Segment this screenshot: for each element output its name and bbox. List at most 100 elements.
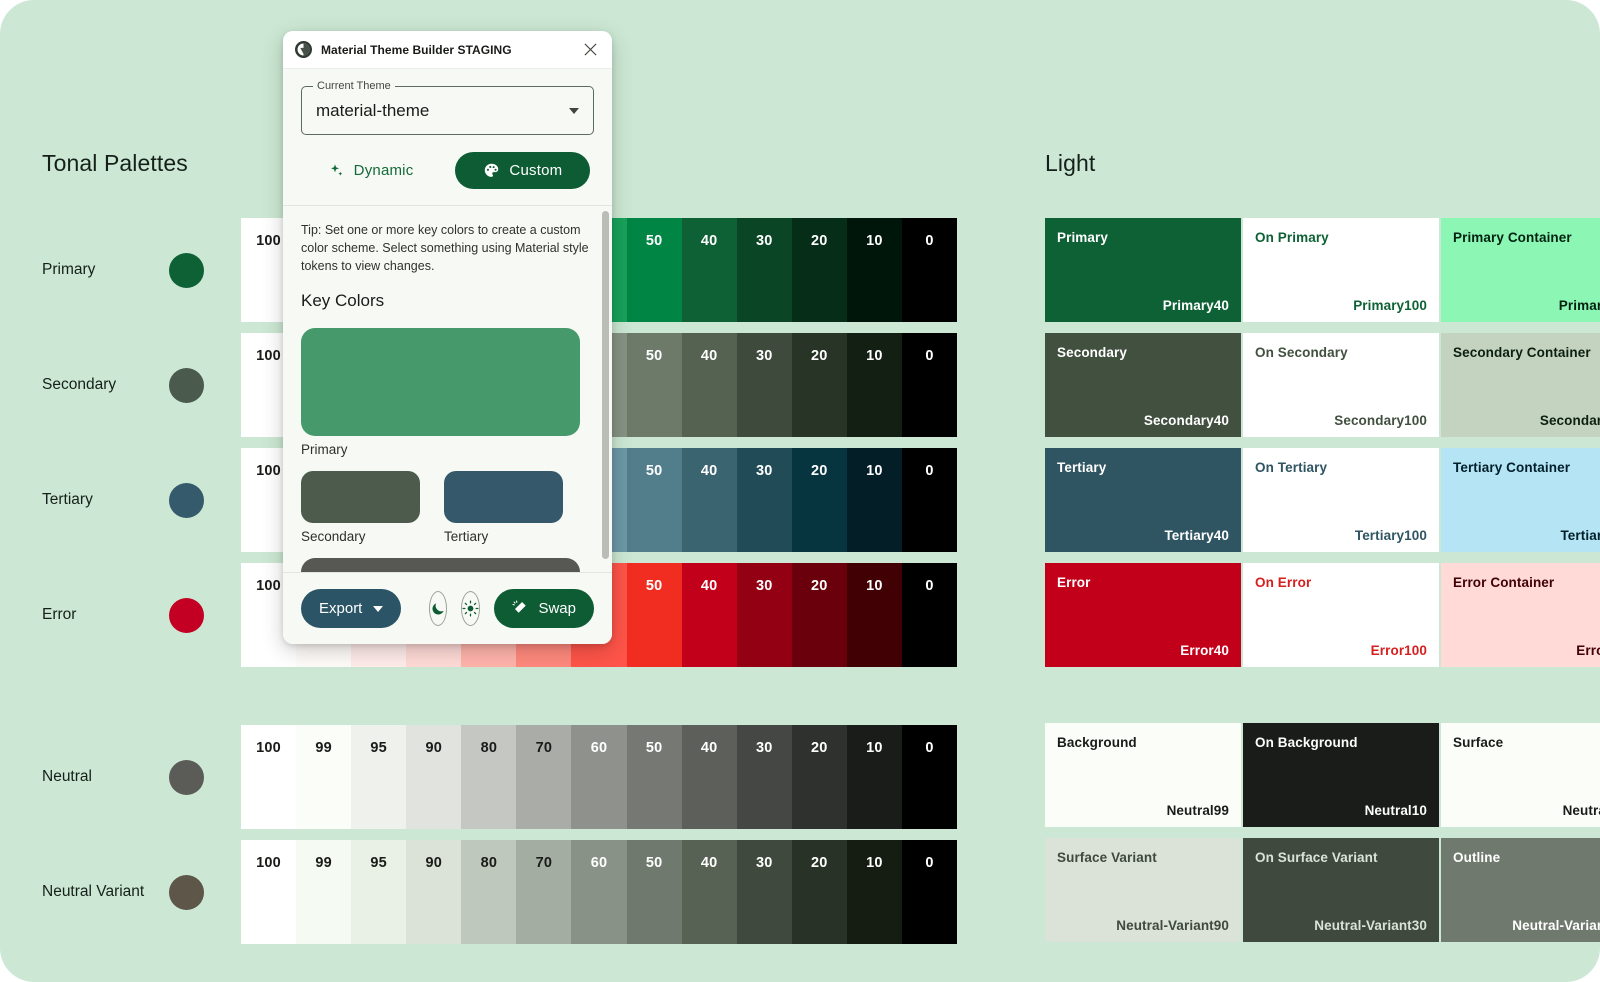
scheme-swatch[interactable]: Surface Neutral99 [1441, 723, 1600, 827]
scheme-swatch[interactable]: Outline Neutral-Variant50 [1441, 838, 1600, 942]
light-mode-button[interactable] [461, 591, 481, 626]
tone-value-label: 0 [925, 233, 934, 249]
tone-swatch[interactable]: 30 [736, 333, 792, 437]
scheme-swatch[interactable]: Secondary Secondary40 [1045, 333, 1241, 437]
tone-swatch[interactable]: 10 [846, 448, 902, 552]
current-theme-select[interactable]: Current Theme material-theme [301, 80, 594, 135]
tone-swatch[interactable]: 50 [626, 840, 682, 944]
tone-swatch[interactable]: 70 [516, 840, 572, 944]
tonal-row-color-dot[interactable] [169, 597, 204, 633]
tone-value-label: 10 [866, 463, 883, 479]
key-color-secondary-group: Secondary [301, 471, 420, 558]
tone-swatch[interactable]: 0 [901, 333, 957, 437]
tone-swatch[interactable]: 30 [736, 563, 792, 667]
close-icon[interactable] [579, 39, 601, 61]
scheme-swatch[interactable]: On Error Error100 [1243, 563, 1439, 667]
tone-swatch[interactable]: 99 [296, 840, 352, 944]
tone-swatch[interactable]: 30 [736, 840, 792, 944]
dialog-scrollbar[interactable] [602, 211, 609, 559]
tone-swatch[interactable]: 0 [901, 563, 957, 667]
tone-swatch[interactable]: 10 [846, 563, 902, 667]
tone-swatch[interactable]: 40 [681, 218, 737, 322]
scheme-swatch[interactable]: On Primary Primary100 [1243, 218, 1439, 322]
tone-swatch[interactable]: 40 [681, 725, 737, 829]
tone-swatch[interactable]: 60 [571, 725, 627, 829]
dynamic-mode-button[interactable]: Dynamic [305, 153, 438, 188]
tone-swatch[interactable]: 50 [626, 725, 682, 829]
tone-swatch[interactable]: 40 [681, 563, 737, 667]
tone-swatch[interactable]: 0 [901, 840, 957, 944]
tone-swatch[interactable]: 30 [736, 448, 792, 552]
tone-swatch[interactable]: 20 [791, 333, 847, 437]
key-color-neutral-swatch[interactable] [301, 558, 580, 572]
tone-swatch[interactable]: 0 [901, 218, 957, 322]
tone-swatch[interactable]: 100 [241, 840, 297, 944]
custom-mode-button[interactable]: Custom [455, 152, 591, 189]
tone-swatch[interactable]: 50 [626, 563, 682, 667]
tone-swatch[interactable]: 10 [846, 218, 902, 322]
tone-swatch[interactable]: 30 [736, 725, 792, 829]
swap-button[interactable]: Swap [494, 589, 594, 628]
tone-swatch[interactable]: 100 [241, 725, 297, 829]
tonal-row-color-dot[interactable] [169, 874, 204, 910]
export-button[interactable]: Export [301, 589, 402, 628]
tone-swatch[interactable]: 40 [681, 333, 737, 437]
tone-swatch[interactable]: 10 [846, 725, 902, 829]
tone-swatch[interactable]: 10 [846, 840, 902, 944]
tone-swatch[interactable]: 20 [791, 218, 847, 322]
key-color-secondary-swatch[interactable] [301, 471, 420, 524]
tone-swatch[interactable]: 50 [626, 218, 682, 322]
scheme-swatch[interactable]: On Surface Variant Neutral-Variant30 [1243, 838, 1439, 942]
tonal-row-color-dot[interactable] [169, 759, 204, 795]
tone-swatch[interactable]: 95 [351, 725, 407, 829]
scheme-swatch[interactable]: Background Neutral99 [1045, 723, 1241, 827]
scheme-swatch[interactable]: Primary Primary40 [1045, 218, 1241, 322]
tone-swatch[interactable]: 99 [296, 725, 352, 829]
tone-swatch[interactable]: 20 [791, 563, 847, 667]
chevron-down-icon[interactable] [569, 107, 579, 114]
tone-swatch[interactable]: 40 [681, 448, 737, 552]
scheme-swatch[interactable]: Tertiary Tertiary40 [1045, 448, 1241, 552]
tone-value-label: 40 [700, 348, 718, 364]
tone-swatch[interactable]: 50 [626, 448, 682, 552]
scheme-swatch[interactable]: Error Error40 [1045, 563, 1241, 667]
scheme-swatch[interactable]: On Tertiary Tertiary100 [1243, 448, 1439, 552]
tone-swatch[interactable]: 90 [406, 840, 462, 944]
tone-swatch[interactable]: 60 [571, 840, 627, 944]
scheme-swatch[interactable]: On Secondary Secondary100 [1243, 333, 1439, 437]
scheme-swatch[interactable]: Primary Container Primary90 [1441, 218, 1600, 322]
tone-swatch[interactable]: 20 [791, 725, 847, 829]
key-color-tertiary-swatch[interactable] [444, 471, 563, 524]
scheme-swatch[interactable]: On Background Neutral10 [1243, 723, 1439, 827]
scheme-tone-label: Neutral-Variant90 [1116, 918, 1229, 933]
tone-swatch[interactable]: 50 [626, 333, 682, 437]
tone-swatch[interactable]: 0 [901, 448, 957, 552]
dark-mode-button[interactable] [429, 591, 448, 626]
tonal-row-color-dot[interactable] [169, 482, 204, 518]
scheme-swatch[interactable]: Surface Variant Neutral-Variant90 [1045, 838, 1241, 942]
tone-swatch[interactable]: 80 [461, 840, 517, 944]
tone-swatch[interactable]: 40 [681, 840, 737, 944]
tone-swatch[interactable]: 70 [516, 725, 572, 829]
tone-swatch[interactable]: 20 [791, 448, 847, 552]
tone-value-label: 90 [425, 855, 443, 871]
tonal-row-color-dot[interactable] [169, 367, 204, 403]
tone-swatch[interactable]: 30 [736, 218, 792, 322]
scheme-role-label: On Primary [1255, 230, 1329, 245]
tone-value-label: 20 [811, 348, 828, 364]
tone-swatch[interactable]: 95 [351, 840, 407, 944]
tone-swatch[interactable]: 20 [791, 840, 847, 944]
tone-swatch[interactable]: 80 [461, 725, 517, 829]
tonal-row-color-dot[interactable] [169, 252, 204, 288]
tone-swatch[interactable]: 10 [846, 333, 902, 437]
scheme-swatch[interactable]: Error Container Error90 [1441, 563, 1600, 667]
tone-swatch[interactable]: 0 [901, 725, 957, 829]
tone-swatch[interactable]: 90 [406, 725, 462, 829]
chevron-down-icon[interactable] [373, 605, 384, 612]
scheme-swatch[interactable]: Secondary Container Secondary90 [1441, 333, 1600, 437]
tone-value-label: 10 [866, 233, 883, 249]
scheme-tone-label: Error100 [1370, 643, 1427, 658]
scheme-swatch[interactable]: Tertiary Container Tertiary90 [1441, 448, 1600, 552]
key-color-primary-swatch[interactable] [301, 328, 580, 437]
